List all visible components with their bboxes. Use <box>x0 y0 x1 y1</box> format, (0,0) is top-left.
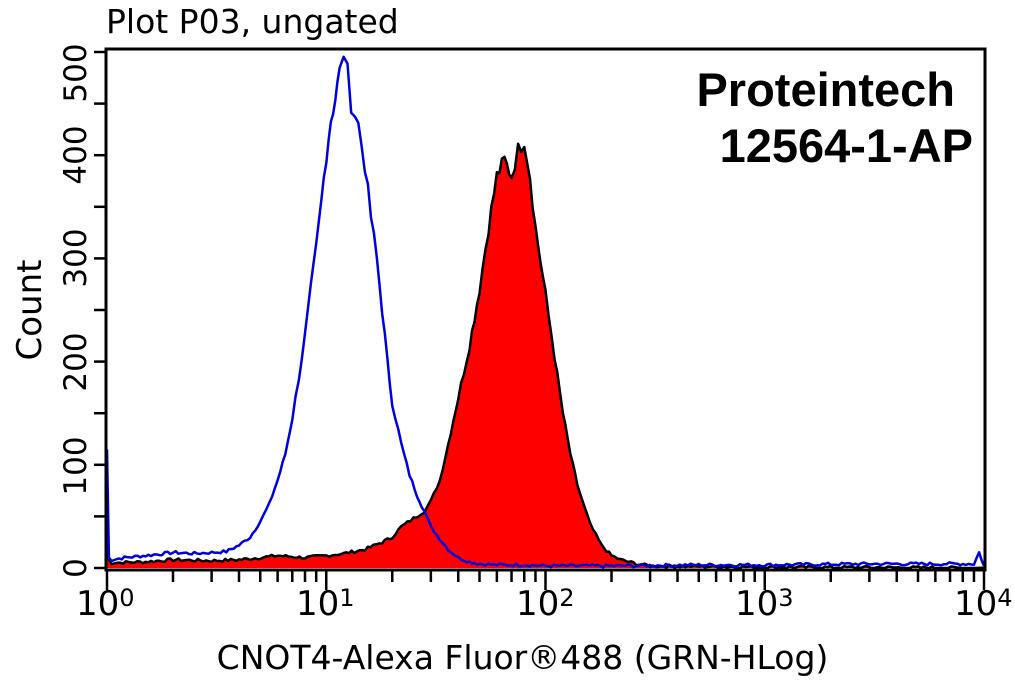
sample-histogram-outline <box>105 142 985 570</box>
x-tick-label: 101 <box>296 584 355 624</box>
catalog-number: 12564-1-AP <box>719 119 973 172</box>
x-axis-ticks <box>105 570 986 590</box>
plot-title: Plot P03, ungated <box>106 2 399 41</box>
x-axis-label: CNOT4-Alexa Fluor®488 (GRN-HLog) <box>216 638 829 677</box>
brand-name: Proteintech <box>696 63 955 116</box>
plot-area <box>105 55 986 570</box>
x-tick-label: 104 <box>954 584 1013 624</box>
y-tick-label: 200 <box>58 332 94 392</box>
brand-annotation: Proteintech 12564-1-AP <box>696 62 973 174</box>
x-tick-label: 100 <box>76 584 135 624</box>
x-tick-label: 102 <box>516 584 575 624</box>
y-tick-label: 500 <box>58 43 94 103</box>
y-tick-label: 400 <box>58 125 94 185</box>
y-tick-label: 100 <box>58 436 94 496</box>
y-axis-label: Count <box>10 259 50 361</box>
x-tick-label: 103 <box>735 584 794 624</box>
y-tick-label: 300 <box>58 228 94 288</box>
y-axis-ticks <box>94 50 106 570</box>
control-histogram-line <box>105 55 986 569</box>
sample-histogram-fill <box>107 143 984 568</box>
